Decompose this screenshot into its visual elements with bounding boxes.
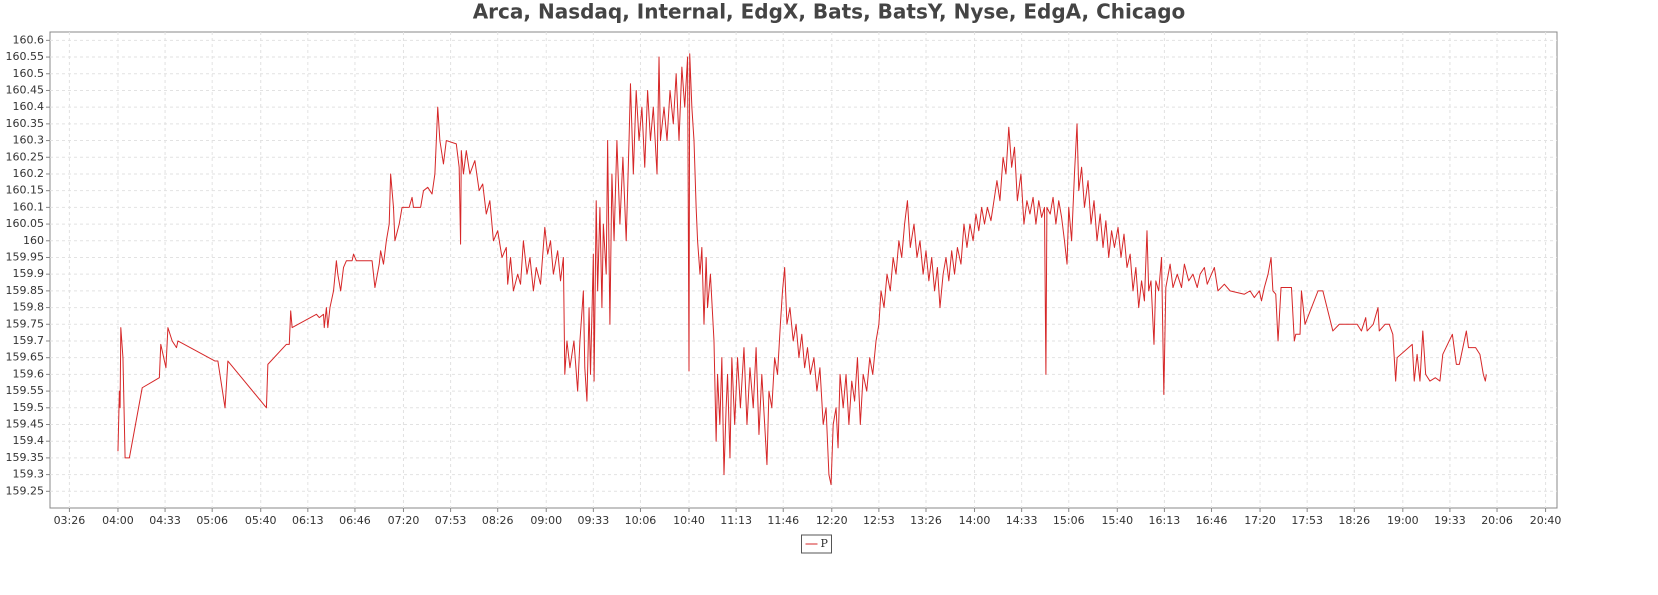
x-tick-label: 18:26 [1338, 514, 1370, 527]
x-tick-label: 10:06 [625, 514, 657, 527]
y-tick-label: 160.4 [13, 100, 45, 113]
y-tick-label: 160.55 [6, 50, 45, 63]
y-tick-label: 159.3 [13, 468, 45, 481]
plot-frame [49, 31, 1558, 509]
y-tick-label: 160.3 [13, 134, 45, 147]
x-tick-label: 20:40 [1530, 514, 1562, 527]
x-tick-label: 07:53 [435, 514, 467, 527]
y-tick-label: 159.7 [13, 334, 45, 347]
x-tick-label: 12:53 [863, 514, 895, 527]
y-tick-label: 159.4 [13, 434, 45, 447]
x-tick-label: 15:40 [1101, 514, 1133, 527]
x-tick-label: 05:40 [245, 514, 277, 527]
x-tick-label: 08:26 [482, 514, 514, 527]
y-tick-label: 160.2 [13, 167, 45, 180]
x-tick-label: 05:06 [196, 514, 228, 527]
x-tick-label: 11:13 [720, 514, 752, 527]
x-tick-label: 09:00 [530, 514, 562, 527]
y-tick-label: 160.5 [13, 67, 45, 80]
y-tick-label: 160.35 [6, 117, 45, 130]
y-tick-label: 159.95 [6, 250, 45, 263]
x-tick-label: 16:13 [1149, 514, 1181, 527]
x-tick-label: 20:06 [1481, 514, 1513, 527]
y-tick-label: 160.05 [6, 217, 45, 230]
x-tick-label: 11:46 [767, 514, 799, 527]
x-tick-label: 07:20 [388, 514, 420, 527]
x-tick-label: 04:33 [149, 514, 181, 527]
y-tick-label: 159.6 [13, 367, 45, 380]
x-tick-label: 14:33 [1006, 514, 1038, 527]
x-tick-label: 06:46 [339, 514, 371, 527]
y-tick-label: 160 [23, 234, 44, 247]
x-tick-label: 17:20 [1244, 514, 1276, 527]
x-tick-label: 13:26 [910, 514, 942, 527]
chart-title: Arca, Nasdaq, Internal, EdgX, Bats, Bats… [473, 0, 1186, 24]
y-tick-label: 159.9 [13, 267, 45, 280]
x-tick-label: 12:20 [816, 514, 848, 527]
y-tick-label: 159.85 [6, 284, 45, 297]
x-tick-label: 09:33 [578, 514, 610, 527]
x-tick-label: 10:40 [673, 514, 705, 527]
y-tick-label: 160.6 [13, 33, 45, 46]
y-tick-label: 159.5 [13, 401, 45, 414]
y-tick-label: 159.8 [13, 301, 45, 314]
y-tick-label: 160.15 [6, 184, 45, 197]
x-tick-label: 04:00 [102, 514, 134, 527]
x-tick-label: 15:06 [1053, 514, 1085, 527]
y-tick-label: 159.25 [6, 484, 45, 497]
legend-label: P [821, 537, 829, 550]
x-tick-label: 03:26 [54, 514, 86, 527]
y-tick-label: 160.1 [13, 200, 45, 213]
x-tick-label: 17:53 [1291, 514, 1323, 527]
x-tick-label: 06:13 [292, 514, 324, 527]
y-tick-label: 160.45 [6, 83, 45, 96]
y-tick-label: 159.55 [6, 384, 45, 397]
y-tick-label: 159.65 [6, 351, 45, 364]
y-tick-label: 159.35 [6, 451, 45, 464]
x-tick-label: 19:00 [1387, 514, 1419, 527]
series-line [117, 53, 1487, 486]
y-tick-label: 159.75 [6, 317, 45, 330]
x-tick-label: 19:33 [1434, 514, 1466, 527]
y-tick-label: 160.25 [6, 150, 45, 163]
x-tick-label: 14:00 [959, 514, 991, 527]
x-tick-label: 16:46 [1196, 514, 1228, 527]
y-tick-label: 159.45 [6, 417, 45, 430]
